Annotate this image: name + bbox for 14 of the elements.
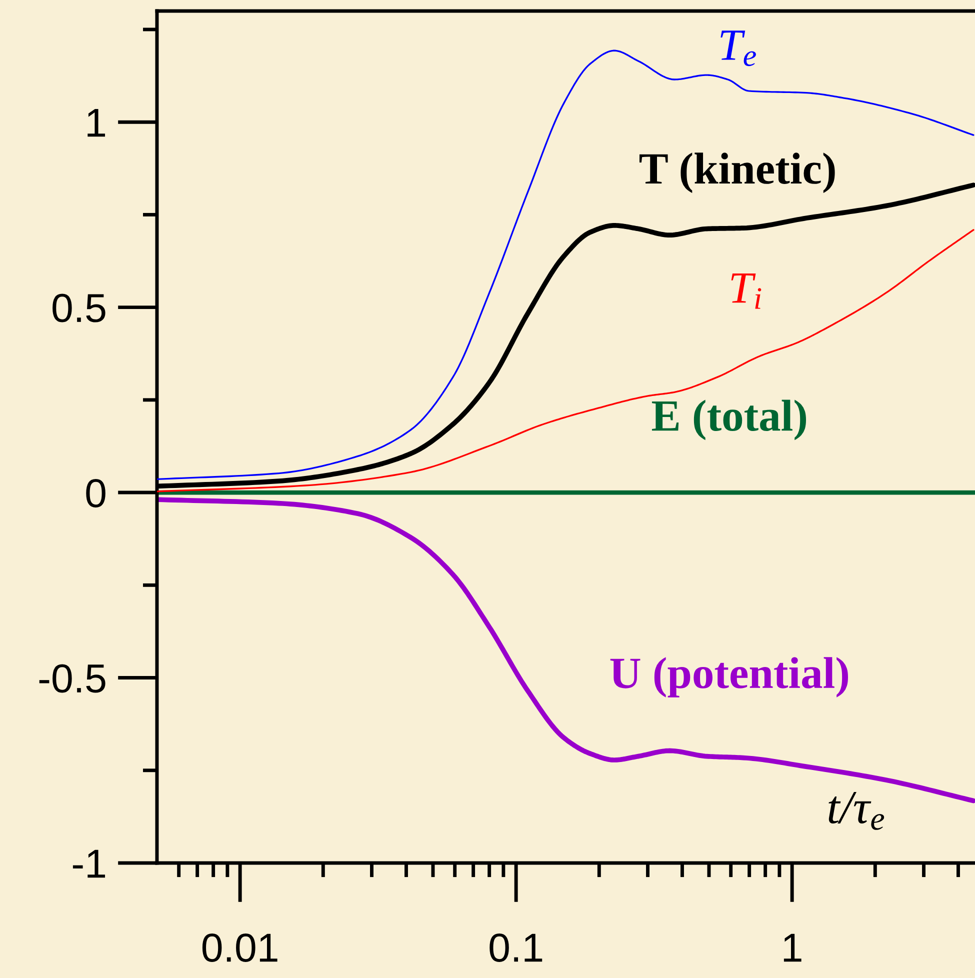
x-tick-label: 1 bbox=[784, 934, 802, 962]
y-tick-label: -1 bbox=[72, 850, 106, 878]
series-label: U (potential) bbox=[610, 657, 848, 698]
y-tick-label: 0.5 bbox=[52, 294, 106, 322]
x-tick-label: 0.1 bbox=[490, 933, 542, 962]
y-tick-label: 1 bbox=[88, 108, 106, 137]
series-label: T (kinetic) bbox=[639, 152, 835, 193]
x-axis-title: t/τ$_{e}$ bbox=[828, 792, 884, 830]
x-tick-label: 0.01 bbox=[202, 933, 278, 962]
series-label: E (total) bbox=[652, 400, 806, 440]
series-label: T$_{i}$ bbox=[731, 273, 762, 309]
y-tick-label: -0.5 bbox=[39, 664, 106, 693]
series-label: T$_{e}$ bbox=[720, 30, 756, 66]
y-tick-label: 0 bbox=[86, 479, 106, 508]
